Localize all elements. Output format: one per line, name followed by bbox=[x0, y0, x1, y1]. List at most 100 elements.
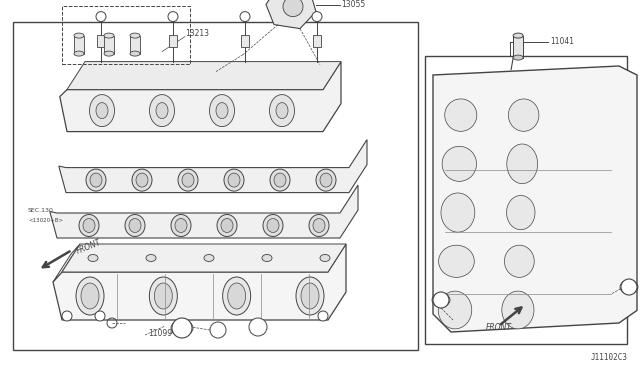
Circle shape bbox=[433, 292, 449, 308]
Ellipse shape bbox=[182, 173, 194, 187]
Ellipse shape bbox=[204, 254, 214, 262]
Text: <13020+B>: <13020+B> bbox=[28, 218, 63, 222]
Ellipse shape bbox=[76, 277, 104, 315]
Text: 13213: 13213 bbox=[185, 29, 209, 38]
Text: 11099: 11099 bbox=[148, 330, 172, 339]
Ellipse shape bbox=[513, 33, 523, 38]
Text: J11102C3: J11102C3 bbox=[591, 353, 628, 362]
Ellipse shape bbox=[171, 215, 191, 237]
Text: SEC.130: SEC.130 bbox=[28, 208, 54, 212]
Circle shape bbox=[62, 311, 72, 321]
Circle shape bbox=[96, 12, 106, 22]
Ellipse shape bbox=[276, 103, 288, 119]
Ellipse shape bbox=[438, 245, 474, 278]
Ellipse shape bbox=[507, 144, 538, 184]
Ellipse shape bbox=[313, 218, 325, 232]
Text: FRONT: FRONT bbox=[486, 324, 512, 333]
Ellipse shape bbox=[149, 277, 177, 315]
Ellipse shape bbox=[132, 169, 152, 191]
Bar bbox=[169, 35, 177, 46]
Ellipse shape bbox=[267, 218, 279, 232]
Ellipse shape bbox=[74, 51, 84, 56]
Bar bbox=[74, 36, 84, 54]
Ellipse shape bbox=[320, 173, 332, 187]
Ellipse shape bbox=[217, 215, 237, 237]
Bar bbox=[97, 35, 105, 46]
Ellipse shape bbox=[508, 99, 539, 131]
Ellipse shape bbox=[504, 245, 534, 278]
Polygon shape bbox=[53, 244, 80, 282]
Ellipse shape bbox=[175, 218, 187, 232]
Ellipse shape bbox=[309, 215, 329, 237]
Bar bbox=[425, 56, 627, 344]
Circle shape bbox=[210, 322, 226, 338]
Bar bbox=[513, 36, 523, 58]
Ellipse shape bbox=[88, 254, 98, 262]
Bar bbox=[62, 6, 190, 64]
Polygon shape bbox=[67, 62, 341, 90]
Ellipse shape bbox=[316, 169, 336, 191]
Ellipse shape bbox=[156, 103, 168, 119]
Circle shape bbox=[168, 12, 178, 22]
Ellipse shape bbox=[442, 146, 477, 182]
Ellipse shape bbox=[90, 173, 102, 187]
Ellipse shape bbox=[263, 215, 283, 237]
Ellipse shape bbox=[125, 215, 145, 237]
Ellipse shape bbox=[221, 218, 233, 232]
Ellipse shape bbox=[104, 33, 114, 38]
Ellipse shape bbox=[506, 195, 535, 230]
Polygon shape bbox=[59, 140, 367, 193]
Polygon shape bbox=[53, 244, 346, 320]
Bar bbox=[241, 35, 249, 46]
Ellipse shape bbox=[90, 94, 115, 126]
Ellipse shape bbox=[228, 173, 240, 187]
Circle shape bbox=[172, 318, 192, 338]
Ellipse shape bbox=[320, 254, 330, 262]
Ellipse shape bbox=[136, 173, 148, 187]
Ellipse shape bbox=[130, 33, 140, 38]
Ellipse shape bbox=[228, 283, 246, 309]
Text: FRONT: FRONT bbox=[75, 238, 102, 256]
Ellipse shape bbox=[269, 94, 294, 126]
Ellipse shape bbox=[150, 94, 175, 126]
Ellipse shape bbox=[104, 51, 114, 56]
Ellipse shape bbox=[274, 173, 286, 187]
Ellipse shape bbox=[502, 291, 534, 329]
Ellipse shape bbox=[223, 277, 251, 315]
Ellipse shape bbox=[441, 193, 475, 232]
Polygon shape bbox=[50, 185, 358, 238]
Circle shape bbox=[240, 12, 250, 22]
Ellipse shape bbox=[146, 254, 156, 262]
Ellipse shape bbox=[270, 169, 290, 191]
Bar bbox=[130, 36, 140, 54]
Ellipse shape bbox=[130, 51, 140, 56]
Bar bbox=[104, 36, 114, 54]
Polygon shape bbox=[266, 0, 316, 29]
Text: 13055: 13055 bbox=[341, 0, 365, 9]
Bar bbox=[313, 35, 321, 46]
Ellipse shape bbox=[81, 283, 99, 309]
Ellipse shape bbox=[209, 94, 234, 126]
Circle shape bbox=[283, 0, 303, 17]
Text: 11041: 11041 bbox=[550, 38, 574, 46]
Ellipse shape bbox=[296, 277, 324, 315]
Ellipse shape bbox=[513, 55, 523, 60]
Ellipse shape bbox=[216, 103, 228, 119]
Ellipse shape bbox=[74, 33, 84, 38]
Ellipse shape bbox=[83, 218, 95, 232]
Ellipse shape bbox=[262, 254, 272, 262]
Circle shape bbox=[318, 311, 328, 321]
Circle shape bbox=[621, 279, 637, 295]
Ellipse shape bbox=[178, 169, 198, 191]
Ellipse shape bbox=[438, 291, 472, 329]
Circle shape bbox=[312, 12, 322, 22]
Polygon shape bbox=[433, 66, 637, 332]
Bar bbox=[13, 22, 418, 350]
Ellipse shape bbox=[79, 215, 99, 237]
Ellipse shape bbox=[445, 99, 477, 131]
Ellipse shape bbox=[96, 103, 108, 119]
Polygon shape bbox=[60, 62, 341, 132]
Ellipse shape bbox=[224, 169, 244, 191]
Ellipse shape bbox=[154, 283, 172, 309]
Ellipse shape bbox=[301, 283, 319, 309]
